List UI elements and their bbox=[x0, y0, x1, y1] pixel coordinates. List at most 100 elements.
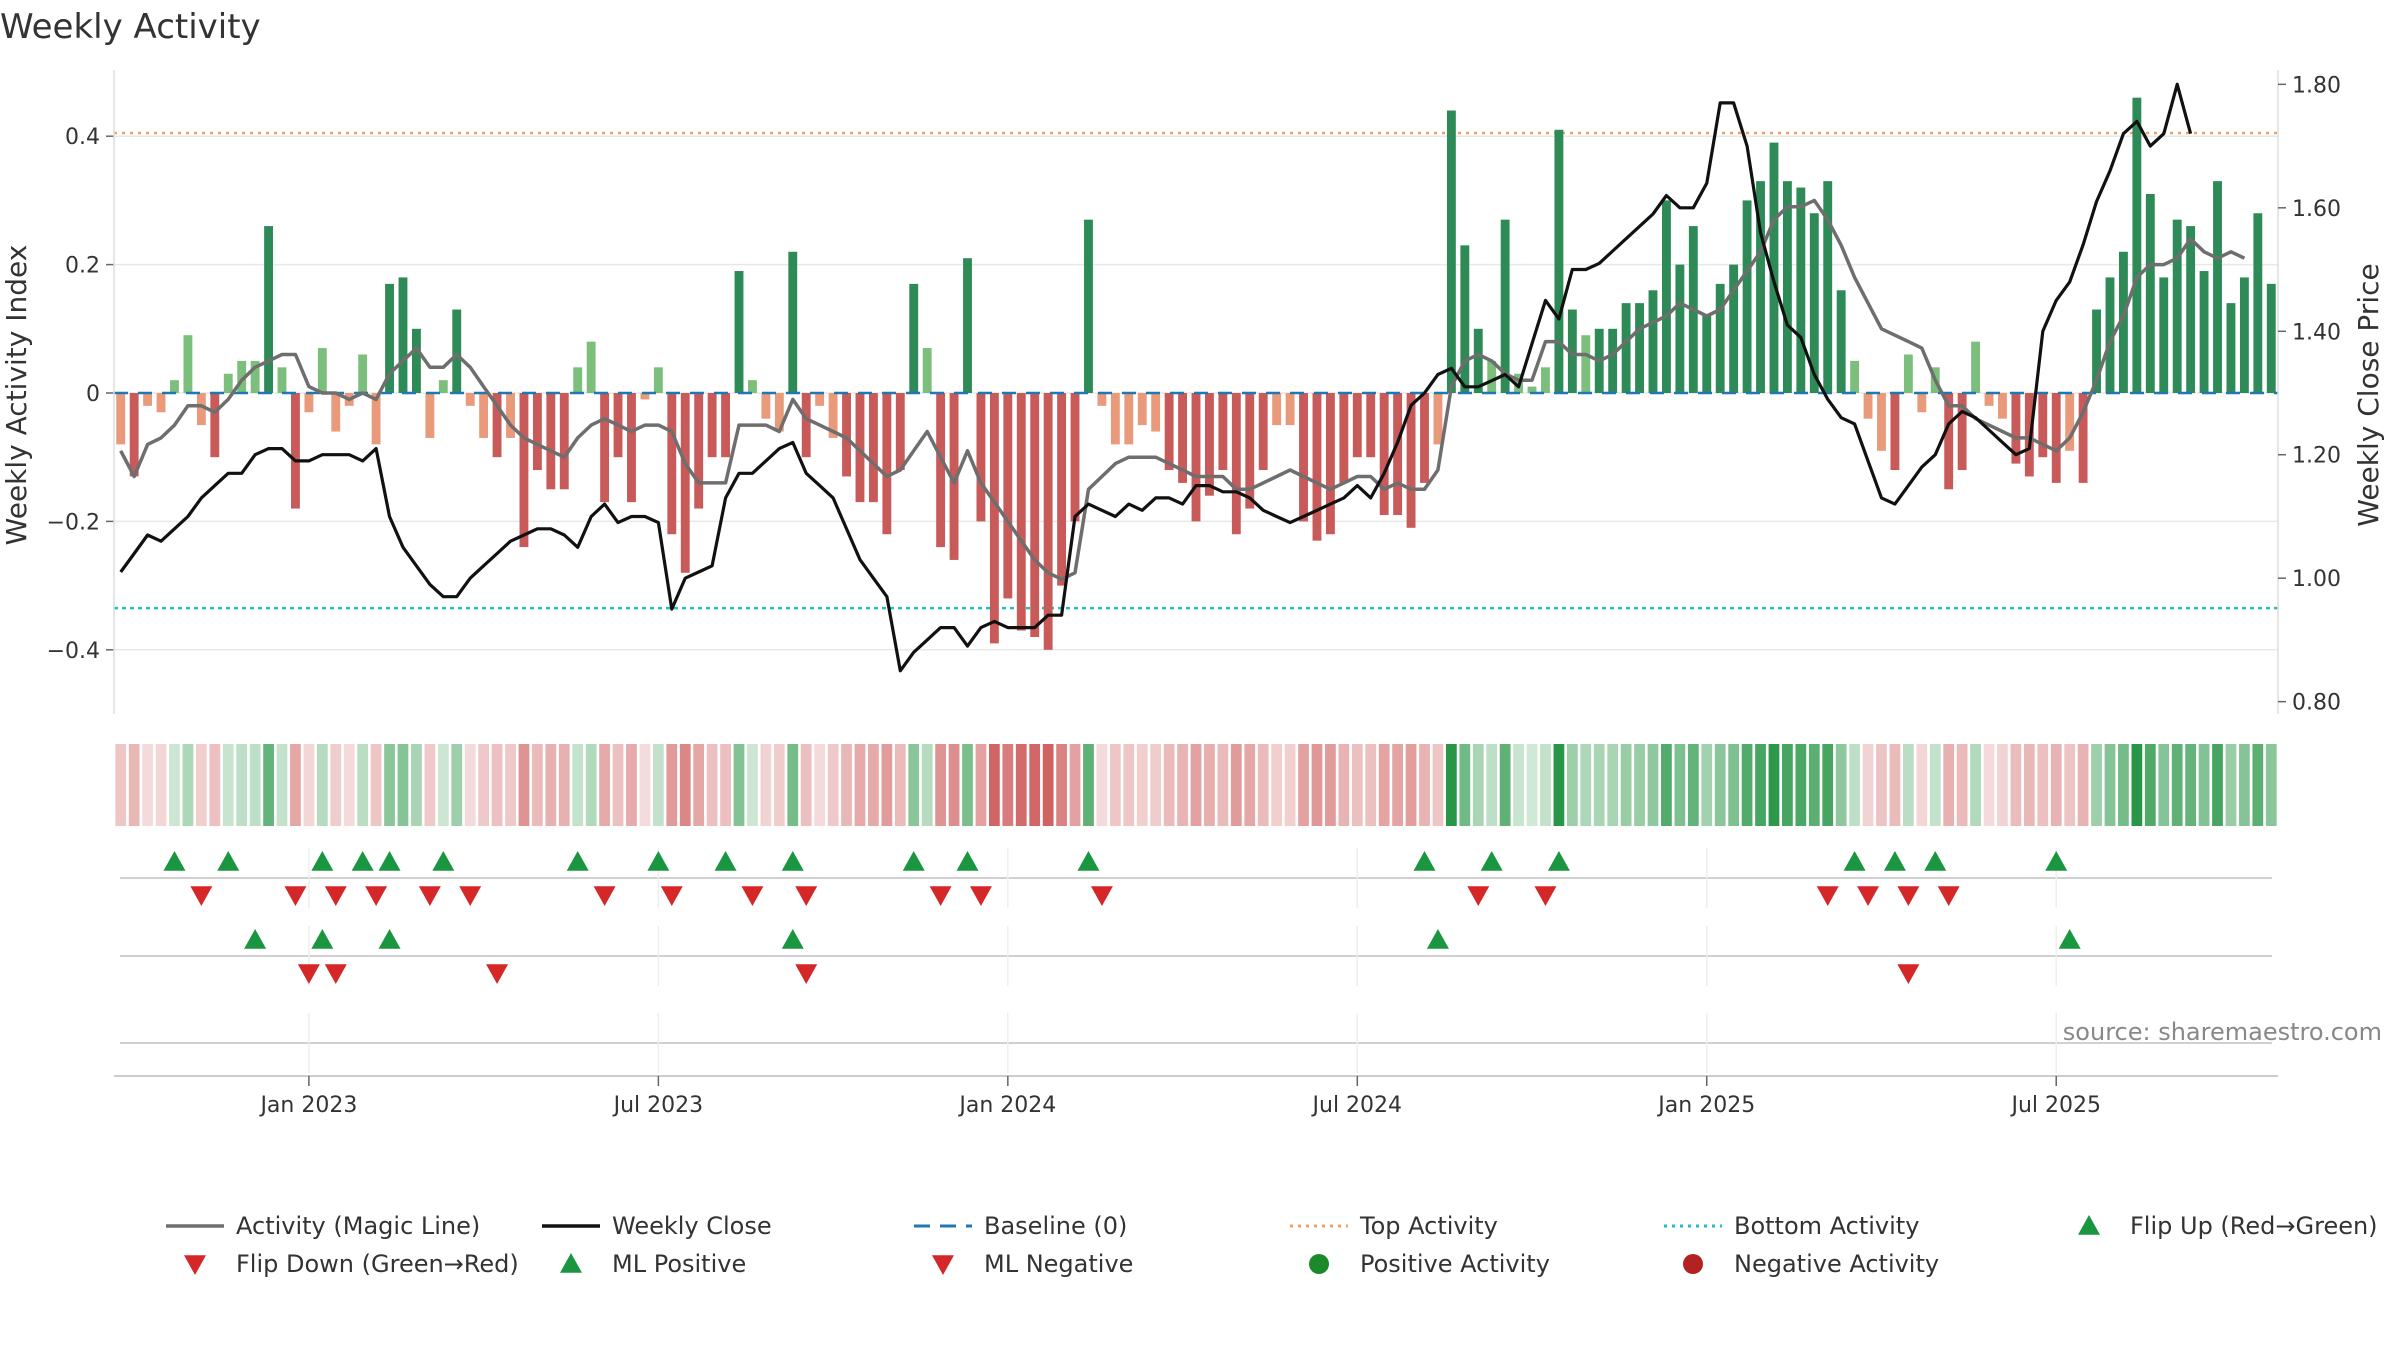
heat-cell bbox=[424, 744, 436, 826]
heat-cell bbox=[894, 744, 906, 826]
flip-up-marker bbox=[566, 851, 589, 871]
flip-up-marker bbox=[902, 851, 925, 871]
activity-bar bbox=[734, 271, 744, 393]
activity-bar bbox=[1971, 341, 1981, 393]
activity-bar bbox=[627, 393, 636, 503]
heat-cell bbox=[1459, 744, 1471, 826]
heat-cell bbox=[1002, 744, 1014, 826]
activity-bar bbox=[1769, 142, 1779, 393]
left-tick-label: 0.2 bbox=[65, 254, 100, 279]
heat-cell bbox=[370, 744, 382, 826]
activity-bar bbox=[1903, 354, 1913, 393]
heat-cell bbox=[1566, 744, 1578, 826]
heat-cell bbox=[2185, 744, 2197, 826]
activity-bar bbox=[1809, 213, 1819, 393]
heat-cell bbox=[303, 744, 315, 826]
flip-up-marker bbox=[1843, 851, 1866, 871]
activity-bar bbox=[2051, 393, 2061, 483]
heat-cell bbox=[666, 744, 678, 826]
activity-bar bbox=[882, 393, 892, 535]
ml-negative-marker bbox=[297, 964, 320, 984]
activity-bar bbox=[1702, 315, 1712, 393]
activity-bar bbox=[1016, 393, 1026, 631]
reference-lines bbox=[114, 131, 2278, 610]
legend-swatch bbox=[1683, 1254, 1703, 1274]
heat-cell bbox=[249, 744, 261, 826]
activity-bar bbox=[371, 393, 381, 445]
heat-cell bbox=[1123, 744, 1135, 826]
weekly-close-line bbox=[119, 82, 2193, 673]
activity-bar bbox=[1003, 393, 1013, 599]
heat-cell bbox=[921, 744, 933, 826]
heat-cell bbox=[518, 744, 530, 826]
legend: Activity (Magic Line) Weekly Close Baselin… bbox=[166, 1212, 2378, 1278]
flip-up-marker bbox=[351, 851, 374, 871]
heat-cell bbox=[1472, 744, 1484, 826]
heat-cell bbox=[1997, 744, 2008, 826]
heat-cell bbox=[720, 744, 731, 826]
activity-bar bbox=[2172, 219, 2182, 393]
activity-bar bbox=[1178, 393, 1187, 483]
legend-swatch bbox=[2078, 1215, 2100, 1235]
x-tick-label: Jan 2023 bbox=[258, 1093, 357, 1118]
activity-bar bbox=[2078, 393, 2088, 483]
activity-bar bbox=[143, 393, 153, 406]
activity-bar bbox=[532, 393, 542, 471]
flip-down-marker bbox=[969, 886, 992, 906]
heat-cell bbox=[411, 744, 422, 826]
activity-bar bbox=[801, 393, 811, 458]
heat-cell bbox=[948, 744, 960, 826]
activity-bar bbox=[573, 367, 583, 393]
heat-cell bbox=[1647, 744, 1659, 826]
activity-bar bbox=[519, 393, 529, 548]
flip-up-marker bbox=[217, 851, 240, 871]
activity-bar bbox=[425, 393, 435, 438]
activity-bar bbox=[1110, 393, 1120, 445]
heat-cell bbox=[1768, 744, 1780, 826]
legend-swatch bbox=[560, 1253, 582, 1273]
legend-item: Activity (Magic Line) bbox=[166, 1212, 480, 1240]
x-tick-label: Jan 2025 bbox=[1656, 1093, 1755, 1118]
activity-bar bbox=[277, 367, 287, 393]
activity-bar bbox=[868, 393, 878, 503]
heat-cell bbox=[693, 744, 705, 826]
flip-down-marker bbox=[418, 886, 441, 906]
flip-down-marker bbox=[741, 886, 764, 906]
activity-bar bbox=[1527, 386, 1537, 393]
heat-cell bbox=[1607, 744, 1619, 826]
right-tick-label: 1.40 bbox=[2292, 320, 2341, 345]
activity-bar bbox=[895, 393, 905, 471]
heat-cell bbox=[1083, 744, 1094, 826]
activity-bar bbox=[1258, 393, 1268, 471]
heat-cell bbox=[2064, 744, 2076, 826]
heat-cell bbox=[558, 744, 570, 826]
activity-bar bbox=[1715, 283, 1725, 393]
activity-bar bbox=[1070, 393, 1080, 522]
heat-cell bbox=[1620, 744, 1632, 826]
ml-negative-marker bbox=[324, 964, 347, 984]
flip-down-marker bbox=[459, 886, 482, 906]
activity-bar bbox=[465, 393, 475, 406]
legend-label: Flip Up (Red→Green) bbox=[2130, 1212, 2378, 1240]
right-tick-label: 1.00 bbox=[2292, 567, 2341, 592]
heat-cell bbox=[585, 744, 597, 826]
heat-cell bbox=[679, 744, 691, 826]
heat-cell bbox=[195, 744, 207, 826]
activity-bar bbox=[694, 393, 704, 509]
activity-bar bbox=[653, 367, 663, 393]
heat-cell bbox=[1486, 744, 1498, 826]
right-tick-label: 1.80 bbox=[2292, 73, 2341, 98]
activity-bar bbox=[1299, 393, 1308, 522]
legend-item: Top Activity bbox=[1290, 1212, 1498, 1240]
heat-cell bbox=[1405, 744, 1417, 826]
heat-cell bbox=[827, 744, 839, 826]
left-axis: 0.4 0.2 0 −0.2 −0.4 bbox=[47, 70, 115, 714]
heat-cell bbox=[1338, 744, 1350, 826]
activity-bar bbox=[774, 393, 784, 432]
activity-bar bbox=[640, 393, 650, 400]
activity-bar bbox=[196, 393, 206, 426]
chart-title: Weekly Activity bbox=[0, 7, 261, 47]
flip-up-marker bbox=[432, 851, 455, 871]
heat-cell bbox=[1714, 744, 1726, 826]
flip-up-marker bbox=[1480, 851, 1503, 871]
